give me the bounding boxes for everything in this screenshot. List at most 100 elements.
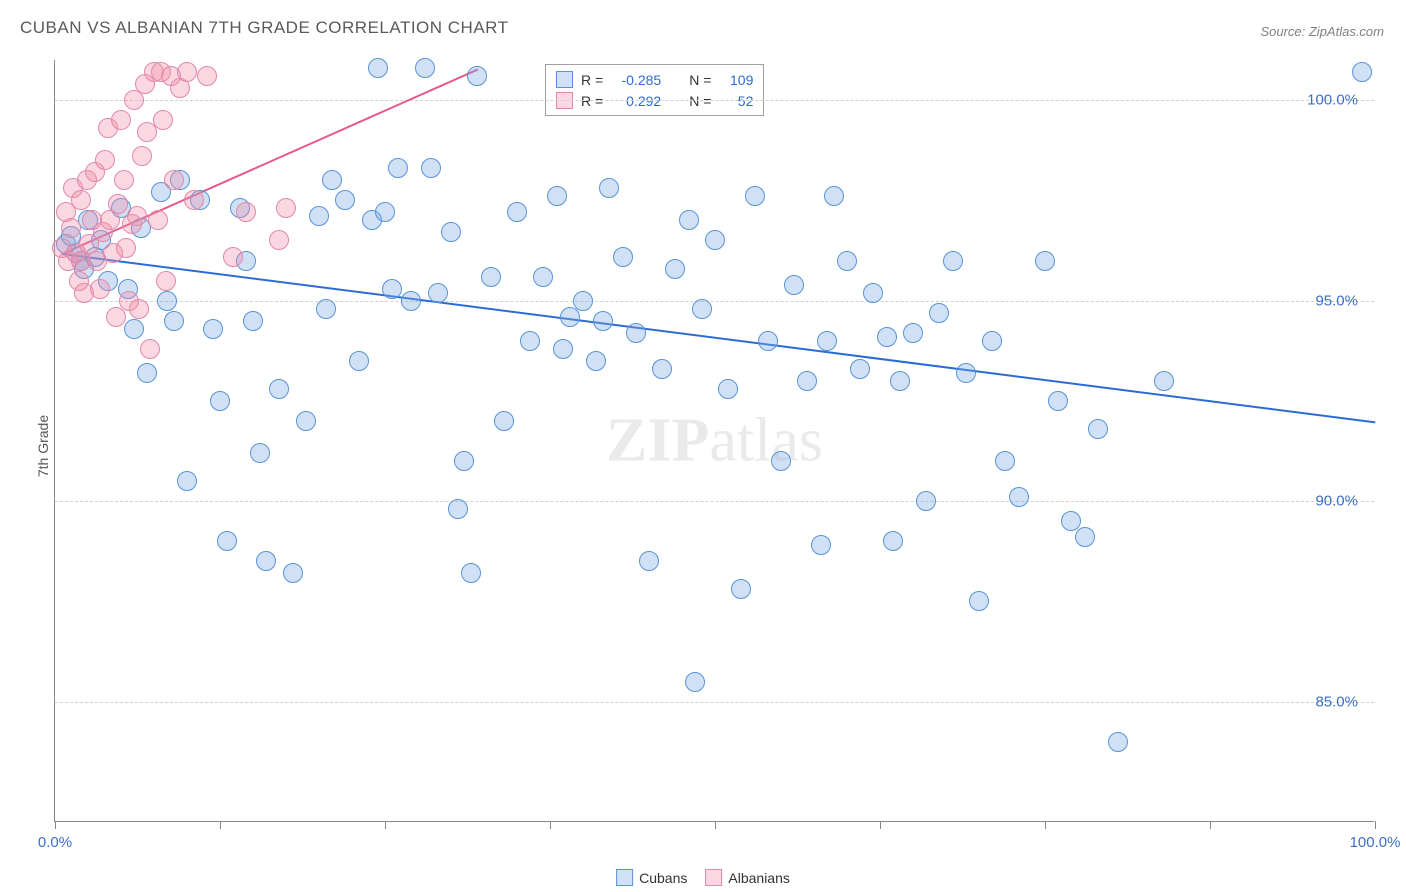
legend-item: Albanians	[705, 869, 790, 886]
data-point	[454, 451, 474, 471]
data-point	[758, 331, 778, 351]
data-point	[745, 186, 765, 206]
data-point	[210, 391, 230, 411]
data-point	[652, 359, 672, 379]
x-tick	[220, 821, 221, 829]
gridline	[55, 702, 1374, 703]
data-point	[164, 311, 184, 331]
data-point	[269, 230, 289, 250]
data-point	[421, 158, 441, 178]
data-point	[1035, 251, 1055, 271]
data-point	[250, 443, 270, 463]
data-point	[863, 283, 883, 303]
data-point	[771, 451, 791, 471]
watermark: ZIPatlas	[606, 405, 823, 476]
data-point	[283, 563, 303, 583]
x-tick-label: 100.0%	[1350, 834, 1401, 851]
data-point	[560, 307, 580, 327]
data-point	[203, 319, 223, 339]
data-point	[1088, 419, 1108, 439]
data-point	[177, 471, 197, 491]
data-point	[705, 230, 725, 250]
legend-item: Cubans	[616, 869, 687, 886]
x-tick	[715, 821, 716, 829]
data-point	[817, 331, 837, 351]
data-point	[428, 283, 448, 303]
data-point	[969, 591, 989, 611]
data-point	[890, 371, 910, 391]
data-point	[129, 299, 149, 319]
data-point	[197, 66, 217, 86]
data-point	[929, 303, 949, 323]
data-point	[243, 311, 263, 331]
source-value: ZipAtlas.com	[1309, 24, 1384, 39]
y-tick-label: 90.0%	[1315, 493, 1358, 510]
data-point	[415, 58, 435, 78]
data-point	[296, 411, 316, 431]
data-point	[883, 531, 903, 551]
data-point	[95, 150, 115, 170]
trend-line	[61, 253, 1375, 424]
watermark-rest: atlas	[709, 406, 823, 474]
data-point	[639, 551, 659, 571]
data-point	[547, 186, 567, 206]
data-point	[217, 531, 237, 551]
data-point	[184, 190, 204, 210]
data-point	[61, 218, 81, 238]
data-point	[90, 279, 110, 299]
plot-area: ZIPatlas R =-0.285N =109R = 0.292N = 52 …	[54, 60, 1374, 822]
data-point	[1352, 62, 1372, 82]
data-point	[309, 206, 329, 226]
data-point	[256, 551, 276, 571]
data-point	[223, 247, 243, 267]
data-point	[797, 371, 817, 391]
data-point	[982, 331, 1002, 351]
data-point	[382, 279, 402, 299]
gridline	[55, 100, 1374, 101]
stats-legend-box: R =-0.285N =109R = 0.292N = 52	[545, 64, 764, 116]
data-point	[322, 170, 342, 190]
y-tick-label: 95.0%	[1315, 292, 1358, 309]
data-point	[1075, 527, 1095, 547]
data-point	[1154, 371, 1174, 391]
data-point	[114, 170, 134, 190]
gridline	[55, 501, 1374, 502]
data-point	[441, 222, 461, 242]
data-point	[157, 291, 177, 311]
gridline	[55, 301, 1374, 302]
data-point	[349, 351, 369, 371]
data-point	[533, 267, 553, 287]
source-attribution: Source: ZipAtlas.com	[1260, 24, 1384, 39]
data-point	[784, 275, 804, 295]
x-tick-label: 0.0%	[38, 834, 72, 851]
data-point	[388, 158, 408, 178]
data-point	[116, 238, 136, 258]
data-point	[995, 451, 1015, 471]
data-point	[127, 206, 147, 226]
series-swatch	[556, 71, 573, 88]
data-point	[276, 198, 296, 218]
chart-container: CUBAN VS ALBANIAN 7TH GRADE CORRELATION …	[0, 0, 1406, 892]
legend-label: Cubans	[639, 870, 687, 886]
data-point	[153, 110, 173, 130]
n-label: N =	[689, 72, 711, 88]
data-point	[824, 186, 844, 206]
chart-title: CUBAN VS ALBANIAN 7TH GRADE CORRELATION …	[20, 18, 509, 38]
data-point	[448, 499, 468, 519]
data-point	[679, 210, 699, 230]
y-axis-label: 7th Grade	[35, 415, 51, 477]
r-label: R =	[581, 72, 603, 88]
bottom-legend: Cubans Albanians	[616, 869, 790, 886]
data-point	[71, 190, 91, 210]
data-point	[586, 351, 606, 371]
data-point	[837, 251, 857, 271]
data-point	[1009, 487, 1029, 507]
x-tick	[1375, 821, 1376, 829]
data-point	[877, 327, 897, 347]
data-point	[916, 491, 936, 511]
data-point	[613, 247, 633, 267]
watermark-bold: ZIP	[606, 406, 709, 474]
legend-swatch	[616, 869, 633, 886]
x-tick	[1210, 821, 1211, 829]
x-tick	[550, 821, 551, 829]
